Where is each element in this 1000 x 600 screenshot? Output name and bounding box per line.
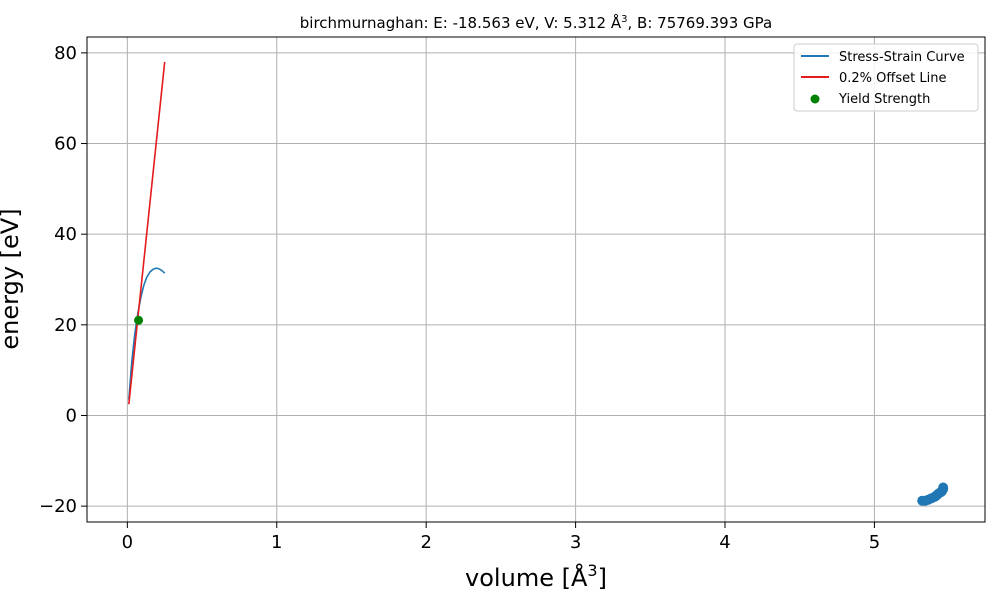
title-suffix: , B: 75769.393 GPa [628,14,773,32]
legend-yield-strength-label: Yield Strength [838,92,930,107]
yield-strength-point [134,315,144,325]
x-tick-label: 5 [869,532,880,553]
stress-strain-curve-line [128,267,166,400]
legend-yield-strength-swatch [810,94,820,104]
x-tick-label: 1 [271,532,282,553]
legend-stress-strain-label: Stress-Strain Curve [839,50,965,65]
x-tick-label: 2 [420,532,431,553]
y-tick-label: 20 [54,315,77,336]
title-superscript: 3 [621,14,627,25]
x-tick-label: 4 [719,532,730,553]
x-axis-label-end: ] [598,564,607,592]
chart-title: birchmurnaghan: E: -18.563 eV, V: 5.312 … [300,13,772,32]
ticks: 0 1 2 3 4 5 −20 0 20 40 60 80 [39,43,880,553]
plot-area-frame [86,36,986,523]
x-tick-label: 0 [122,532,133,553]
data-cluster-point [938,482,949,493]
x-axis-label-superscript: 3 [587,561,597,580]
legend-box [793,43,979,112]
legend-offset-line-label: 0.2% Offset Line [839,71,946,86]
y-tick-label: 40 [54,224,77,245]
y-tick-label: −20 [39,496,77,517]
y-axis-label: energy [eV] [0,208,24,349]
x-tick-label: 3 [570,532,581,553]
0-2-offset-line-line [128,61,166,405]
grid [87,37,985,522]
y-tick-label: 60 [54,134,77,155]
legend: Stress-Strain Curve 0.2% Offset Line Yie… [793,43,979,112]
y-tick-label: 80 [54,43,77,64]
x-axis-label: volume [Å3] [465,561,607,592]
series-layer [128,61,949,506]
y-tick-label: 0 [66,405,77,426]
